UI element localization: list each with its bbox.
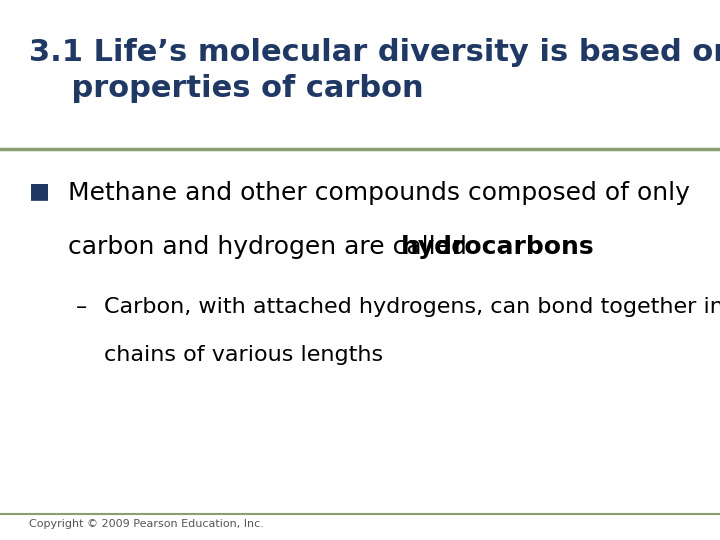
Text: carbon and hydrogen are called: carbon and hydrogen are called (68, 235, 475, 259)
Text: Carbon, with attached hydrogens, can bond together in: Carbon, with attached hydrogens, can bon… (104, 297, 720, 317)
Text: ■: ■ (29, 181, 50, 201)
Text: chains of various lengths: chains of various lengths (104, 345, 384, 364)
Text: Methane and other compounds composed of only: Methane and other compounds composed of … (68, 181, 690, 205)
Text: –: – (76, 297, 87, 317)
Text: hydrocarbons: hydrocarbons (401, 235, 595, 259)
Text: 3.1 Life’s molecular diversity is based on the
    properties of carbon: 3.1 Life’s molecular diversity is based … (29, 38, 720, 103)
Text: Copyright © 2009 Pearson Education, Inc.: Copyright © 2009 Pearson Education, Inc. (29, 519, 264, 530)
